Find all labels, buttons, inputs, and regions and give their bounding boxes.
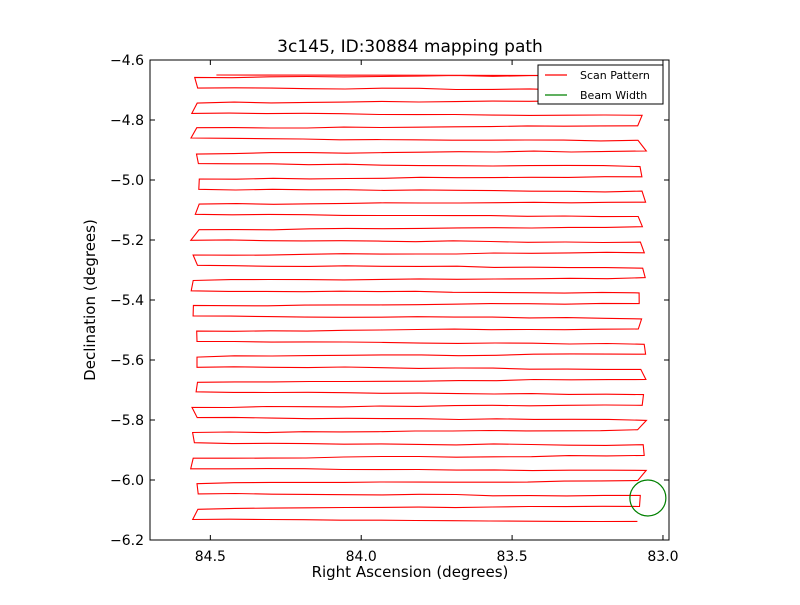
beam-width-circle — [629, 479, 667, 517]
y-tick-label: −4.6 — [110, 53, 144, 69]
legend-label-scan-pattern: Scan Pattern — [580, 69, 650, 82]
series-layer — [189, 74, 667, 523]
plot-area — [149, 59, 670, 541]
y-axis-label: Declination (degrees) — [81, 219, 99, 381]
x-axis: 84.5 84.0 83.5 83.0 — [195, 60, 679, 565]
legend-box — [537, 64, 664, 105]
chart-title: 3c145, ID:30884 mapping path — [277, 37, 543, 57]
x-tick-label: 84.0 — [346, 549, 377, 565]
y-tick-label: −5.8 — [110, 413, 144, 429]
plot-frame — [150, 60, 669, 540]
y-tick-label: −5.2 — [110, 233, 144, 249]
x-tick-label: 83.5 — [497, 549, 528, 565]
y-axis: −4.6 −4.8 −5.0 −5.2 −5.4 −5.6 −5.8 −6.0 −6.2 — [110, 53, 669, 549]
y-tick-label: −5.6 — [110, 353, 144, 369]
y-tick-label: −5.4 — [110, 293, 144, 309]
y-tick-label: −6.2 — [110, 533, 144, 549]
x-axis-label: Right Ascension (degrees) — [312, 563, 509, 581]
legend: Scan Pattern Beam Width — [537, 64, 664, 105]
x-tick-label: 84.5 — [195, 549, 226, 565]
y-tick-label: −6.0 — [110, 473, 144, 489]
y-tick-label: −4.8 — [110, 113, 144, 129]
legend-label-beam-width: Beam Width — [580, 89, 647, 102]
scan-pattern-line — [189, 74, 648, 523]
y-tick-label: −5.0 — [110, 173, 144, 189]
x-tick-label: 83.0 — [647, 549, 678, 565]
